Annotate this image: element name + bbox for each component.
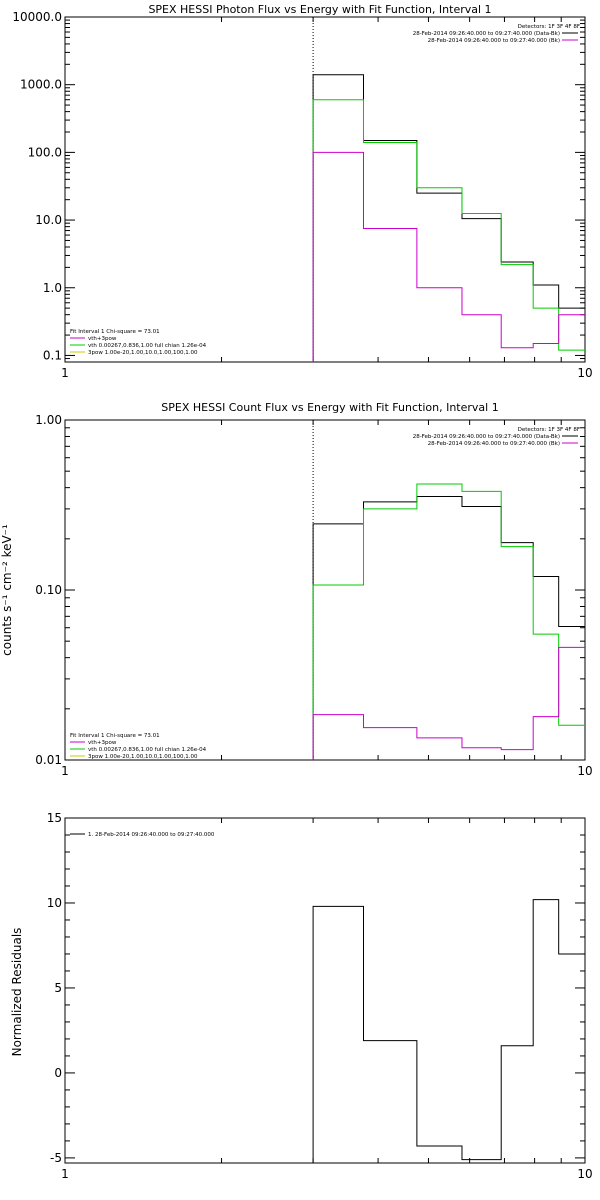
chart-title: SPEX HESSI Count Flux vs Energy with Fit… <box>161 401 498 414</box>
axis-ticks: 1 10 0.01 0.10 1.00 <box>35 413 592 778</box>
fit-legend-entry: 3pow 1.00e-20,1.00,10.0,1.00,100,1.00 <box>88 350 198 356</box>
x-tick-label: 10 <box>577 764 592 778</box>
y-tick-label: 1.00 <box>35 413 62 427</box>
fit-legend-entry: vth+3pow <box>88 740 117 746</box>
axis-ticks: 1 10 0.1 1.0 10.0 100.0 1000.0 10000.0 <box>12 10 592 380</box>
y-tick-label: 10000.0 <box>12 10 62 24</box>
count-flux-panel: SPEX HESSI Count Flux vs Energy with Fit… <box>0 401 593 778</box>
y-axis-label: Normalized Residuals <box>10 928 24 1057</box>
legend-entry-data-bk: 28-Feb-2014 09:26:40.000 to 09:27:40.000… <box>413 434 560 440</box>
photon-flux-panel: SPEX HESSI Photon Flux vs Energy with Fi… <box>12 3 592 380</box>
x-tick-label: 1 <box>61 764 69 778</box>
legend-entry: 1. 28-Feb-2014 09:26:40.000 to 09:27:40.… <box>88 832 215 838</box>
plot-marks <box>312 420 585 760</box>
series-0-line <box>312 74 585 362</box>
y-tick-label: 0.10 <box>35 583 62 597</box>
y-tick-label: 10.0 <box>35 213 62 227</box>
axis-ticks: 1 10 -5 0 5 10 15 <box>47 811 593 1181</box>
y-tick-label: -5 <box>50 1151 62 1165</box>
y-tick-label: 1000.0 <box>20 78 62 92</box>
y-axis-label: counts s⁻¹ cm⁻² keV⁻¹ <box>0 524 14 656</box>
y-tick-label: 100.0 <box>28 145 62 159</box>
y-tick-label: 5 <box>54 981 62 995</box>
x-tick-label: 1 <box>61 366 69 380</box>
series-1-line <box>312 483 585 760</box>
series-0-line <box>312 495 585 760</box>
series-0-line <box>312 899 585 1163</box>
chart-title: SPEX HESSI Photon Flux vs Energy with Fi… <box>148 3 491 16</box>
y-tick-label: 0.1 <box>43 348 62 362</box>
fit-legend-header: Fit Interval 1 Chi-square = 73.01 <box>70 733 160 739</box>
plot-frame <box>64 817 586 1164</box>
residuals-panel: 1 10 -5 0 5 10 15 Normalized Residuals 1. 28-F… <box>10 811 593 1181</box>
plot-marks <box>312 17 585 362</box>
y-tick-label: 10 <box>47 896 62 910</box>
y-tick-label: 15 <box>47 811 62 825</box>
detectors-label: Detectors: 1F 3F 4F 8F <box>518 427 580 433</box>
plot-marks <box>312 899 585 1163</box>
legend-entry-bk: 28-Feb-2014 09:26:40.000 to 09:27:40.000… <box>428 38 560 44</box>
y-tick-label: 0.01 <box>35 753 62 767</box>
fit-legend-header: Fit Interval 1 Chi-square = 73.01 <box>70 329 160 335</box>
series-1-line <box>312 99 585 362</box>
legend-entry-data-bk: 28-Feb-2014 09:26:40.000 to 09:27:40.000… <box>413 31 560 37</box>
series-2-line <box>312 151 585 362</box>
x-tick-label: 10 <box>577 1167 592 1181</box>
fit-legend-entry: 3pow 1.00e-20,1.00,10.0,1.00,100,1.00 <box>88 754 198 760</box>
fit-legend-entry: vth 0.00267,0.836,1.00 full chian 1.26e-… <box>88 343 207 349</box>
legend-entry-bk: 28-Feb-2014 09:26:40.000 to 09:27:40.000… <box>428 441 560 447</box>
y-tick-label: 1.0 <box>43 281 62 295</box>
fit-legend-entry: vth 0.00267,0.836,1.00 full chian 1.26e-… <box>88 747 207 753</box>
y-tick-label: 0 <box>54 1066 62 1080</box>
x-tick-label: 10 <box>577 366 592 380</box>
x-tick-label: 1 <box>61 1167 69 1181</box>
plot-frame <box>64 419 586 761</box>
plot-frame <box>64 16 586 363</box>
fit-legend-entry: vth+3pow <box>88 336 117 342</box>
series-2-line <box>312 646 585 760</box>
detectors-label: Detectors: 1F 3F 4F 8F <box>518 24 580 30</box>
